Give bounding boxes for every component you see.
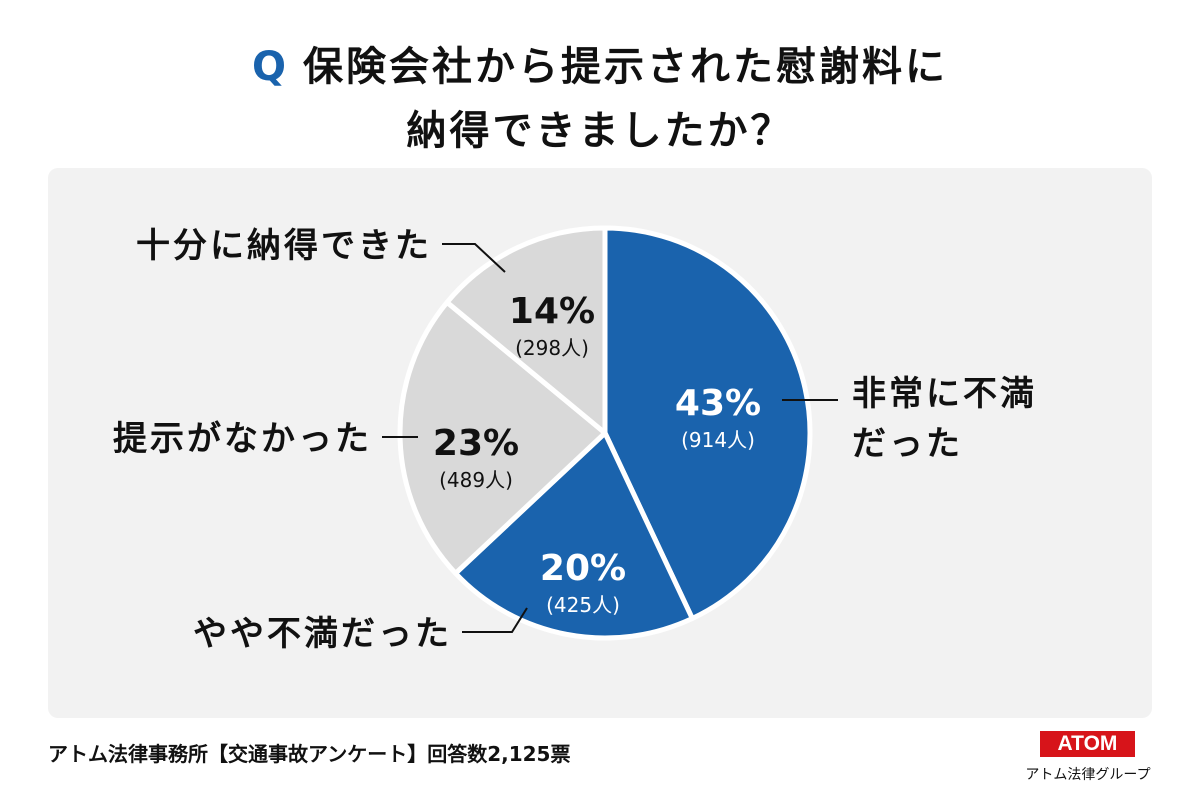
slice-count-label: (298人): [515, 336, 589, 360]
footer-source: アトム法律事務所【交通事故アンケート】回答数2,125票: [48, 742, 571, 766]
category-label: だった: [852, 424, 963, 464]
pie-slice: [602, 225, 813, 621]
slice-percent-label: 23%: [433, 423, 519, 464]
pie-slice: [453, 430, 695, 641]
leader-line: [462, 607, 528, 633]
slice-count-label: (425人): [546, 593, 620, 617]
category-label: 非常に不満: [852, 374, 1037, 414]
slice-percent-label: 20%: [540, 548, 626, 589]
logo-subtitle: アトム法律グループ: [1025, 767, 1151, 783]
atom-logo: ATOM: [1040, 731, 1135, 757]
chart-title-line1: Q 保険会社から提示された慰謝料に: [0, 34, 1200, 92]
q-mark: Q: [251, 44, 289, 90]
slice-percent-label: 43%: [675, 383, 761, 424]
title-text: 保険会社から提示された慰謝料に: [303, 44, 948, 90]
category-label: 十分に納得できた: [136, 226, 432, 266]
pie-slice: [397, 299, 608, 576]
category-label: 提示がなかった: [113, 419, 372, 459]
leader-line: [442, 243, 506, 273]
slice-percent-label: 14%: [509, 291, 595, 332]
chart-title-line2: 納得できましたか？: [406, 108, 794, 154]
category-label: やや不満だった: [193, 614, 452, 654]
slice-count-label: (914人): [681, 428, 755, 452]
slice-count-label: (489人): [439, 468, 513, 492]
pie-slice: [444, 225, 608, 436]
